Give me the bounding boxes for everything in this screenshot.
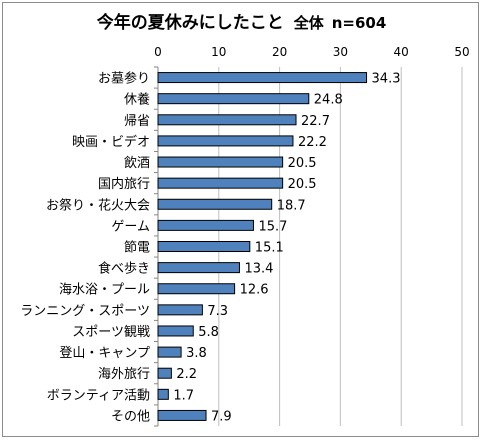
category-label: お祭り・花火大会 xyxy=(46,197,150,213)
value-label: 7.9 xyxy=(211,409,232,424)
value-label: 15.1 xyxy=(255,241,284,256)
bar xyxy=(157,135,294,147)
bars xyxy=(157,72,368,421)
sample-size: n=604 xyxy=(331,14,387,32)
value-label: 22.7 xyxy=(301,114,330,129)
x-tick-label: 0 xyxy=(154,45,162,59)
bar xyxy=(157,304,203,316)
value-labels: 34.3 24.8 22.7 22.2 20.5 20.5 18.7 15.7 15.1 13.4… xyxy=(173,72,400,425)
bar xyxy=(157,72,368,84)
category-label: その他 xyxy=(111,409,150,424)
value-label: 7.3 xyxy=(207,304,228,319)
value-label: 22.2 xyxy=(298,135,327,150)
category-label: 海外旅行 xyxy=(98,367,150,382)
bar xyxy=(157,346,182,358)
category-label: 映画・ビデオ xyxy=(72,134,150,150)
bar xyxy=(157,409,207,421)
x-tick-label: 30 xyxy=(333,45,348,59)
chart-title: 今年の夏休みにしたこと xyxy=(96,13,284,33)
category-label: 帰省 xyxy=(124,113,150,129)
bar xyxy=(157,114,297,126)
value-label: 12.6 xyxy=(240,283,269,298)
bar xyxy=(157,367,172,379)
value-label: 2.2 xyxy=(176,367,197,382)
x-tick-label: 20 xyxy=(272,45,287,59)
category-label: ランニング・スポーツ xyxy=(20,304,150,319)
bar xyxy=(157,388,169,400)
x-tick-label: 10 xyxy=(211,45,226,59)
bar xyxy=(157,283,236,295)
chart-subtitle: 全体 xyxy=(293,14,324,32)
value-label: 20.5 xyxy=(288,156,317,171)
category-label: 節電 xyxy=(124,241,150,256)
category-label: 飲酒 xyxy=(124,155,150,171)
category-labels: お墓参り休養帰省映画・ビデオ飲酒国内旅行お祭り・花火大会ゲーム節電食べ歩き海水浴… xyxy=(20,71,150,425)
value-label: 24.8 xyxy=(314,93,343,108)
value-label: 34.3 xyxy=(372,72,401,87)
bar xyxy=(157,241,251,252)
value-label: 3.8 xyxy=(186,346,207,361)
chart-title-block: 今年の夏休みにしたこと 全体 n=604 xyxy=(0,8,483,33)
category-label: 休養 xyxy=(124,92,150,108)
category-label: 国内旅行 xyxy=(98,176,150,192)
value-label: 18.7 xyxy=(277,198,306,213)
value-label: 13.4 xyxy=(244,262,273,277)
category-label: 登山・キャンプ xyxy=(59,346,150,361)
x-tick-label: 40 xyxy=(394,45,409,59)
x-tick-label: 50 xyxy=(454,45,469,59)
category-label: 海水浴・プール xyxy=(59,283,150,298)
bar xyxy=(157,219,254,231)
x-tick-labels: 0 10 20 30 40 50 xyxy=(154,45,469,59)
bar xyxy=(157,177,284,189)
category-label: お墓参り xyxy=(98,71,150,87)
bar xyxy=(157,156,284,168)
category-label: 食べ歩き xyxy=(98,261,150,277)
value-label: 5.8 xyxy=(198,325,219,340)
category-label: スポーツ観戦 xyxy=(72,325,150,340)
value-label: 15.7 xyxy=(258,219,287,234)
category-label: ボランティア活動 xyxy=(47,388,150,403)
category-label: ゲーム xyxy=(111,219,150,234)
value-label: 20.5 xyxy=(288,177,317,192)
bar xyxy=(157,93,310,105)
bar xyxy=(157,262,240,274)
bar xyxy=(157,198,273,210)
value-label: 1.7 xyxy=(173,388,194,403)
bar xyxy=(157,325,194,337)
